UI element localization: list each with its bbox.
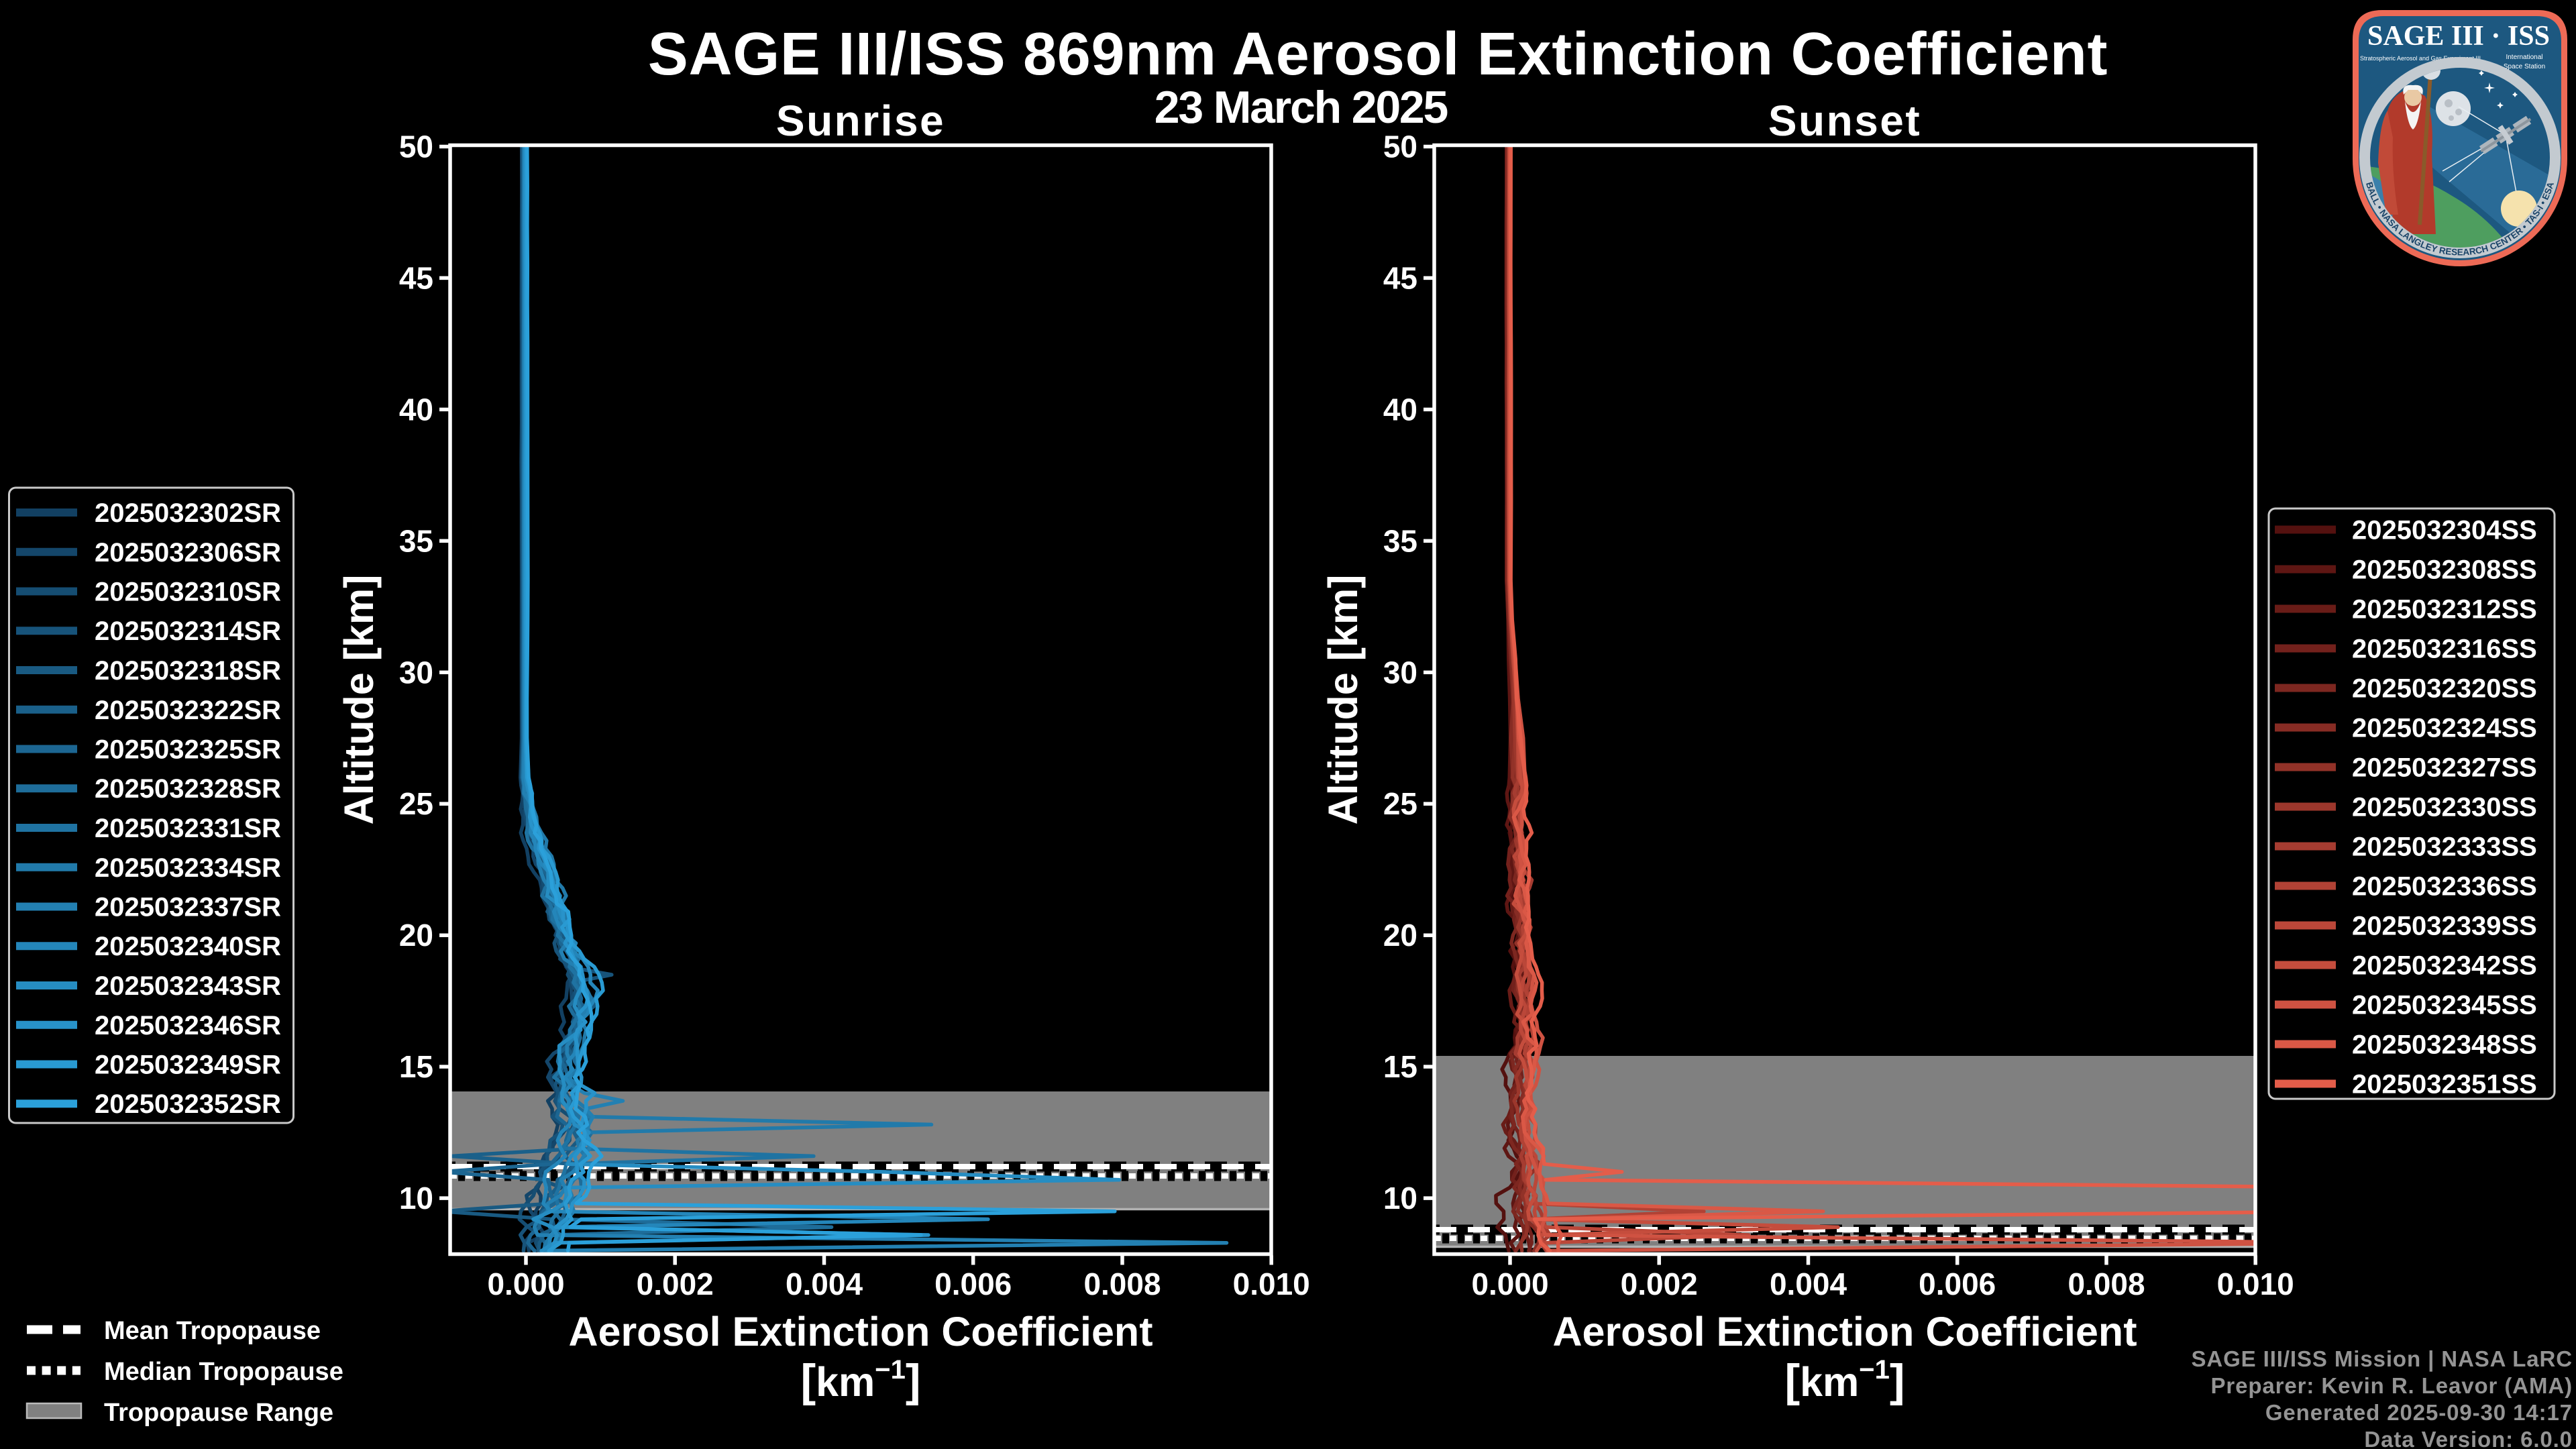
svg-text:2025032316SS: 2025032316SS bbox=[2352, 635, 2537, 664]
svg-text:2025032336SS: 2025032336SS bbox=[2352, 872, 2537, 902]
svg-text:2025032352SR: 2025032352SR bbox=[95, 1089, 281, 1119]
svg-text:25: 25 bbox=[399, 786, 433, 821]
svg-text:International: International bbox=[2506, 54, 2542, 61]
svg-text:Median Tropopause: Median Tropopause bbox=[104, 1358, 343, 1386]
svg-text:Space Station: Space Station bbox=[2504, 63, 2545, 70]
svg-text:2025032348SS: 2025032348SS bbox=[2352, 1030, 2537, 1060]
svg-text:0.008: 0.008 bbox=[2068, 1267, 2145, 1301]
svg-text:2025032327SS: 2025032327SS bbox=[2352, 753, 2537, 783]
svg-text:2025032302SR: 2025032302SR bbox=[95, 498, 281, 528]
svg-text:0.008: 0.008 bbox=[1083, 1267, 1161, 1301]
svg-text:20: 20 bbox=[1383, 918, 1417, 953]
svg-text:0.004: 0.004 bbox=[1770, 1267, 1847, 1301]
svg-text:Sunrise: Sunrise bbox=[776, 97, 945, 145]
svg-text:2025032310SR: 2025032310SR bbox=[95, 578, 281, 607]
svg-text:Altitude [km]: Altitude [km] bbox=[336, 575, 382, 825]
svg-text:2025032342SS: 2025032342SS bbox=[2352, 951, 2537, 981]
svg-text:2025032322SR: 2025032322SR bbox=[95, 696, 281, 725]
svg-text:2025032340SR: 2025032340SR bbox=[95, 932, 281, 961]
svg-text:0.006: 0.006 bbox=[1919, 1267, 1996, 1301]
svg-text:2025032308SS: 2025032308SS bbox=[2352, 555, 2537, 585]
svg-text:2025032325SR: 2025032325SR bbox=[95, 735, 281, 765]
svg-text:2025032339SS: 2025032339SS bbox=[2352, 912, 2537, 941]
svg-text:35: 35 bbox=[399, 523, 433, 558]
svg-text:0.010: 0.010 bbox=[1233, 1267, 1310, 1301]
svg-text:2025032312SS: 2025032312SS bbox=[2352, 595, 2537, 625]
svg-text:2025032334SR: 2025032334SR bbox=[95, 853, 281, 883]
svg-text:Aerosol Extinction Coefficient: Aerosol Extinction Coefficient bbox=[568, 1309, 1152, 1354]
svg-text:2025032328SR: 2025032328SR bbox=[95, 774, 281, 804]
svg-text:45: 45 bbox=[1383, 260, 1417, 295]
svg-text:15: 15 bbox=[399, 1049, 433, 1084]
svg-text:30: 30 bbox=[1383, 655, 1417, 690]
svg-text:2025032320SS: 2025032320SS bbox=[2352, 674, 2537, 704]
svg-text:2025032324SS: 2025032324SS bbox=[2352, 714, 2537, 743]
svg-text:Generated 2025-09-30 14:17: Generated 2025-09-30 14:17 bbox=[2265, 1400, 2573, 1425]
svg-text:40: 40 bbox=[399, 392, 433, 427]
svg-text:Mean Tropopause: Mean Tropopause bbox=[104, 1317, 321, 1345]
svg-text:50: 50 bbox=[399, 129, 433, 164]
svg-text:0.006: 0.006 bbox=[934, 1267, 1012, 1301]
svg-text:0.004: 0.004 bbox=[786, 1267, 863, 1301]
svg-text:2025032318SR: 2025032318SR bbox=[95, 656, 281, 686]
svg-text:2025032304SS: 2025032304SS bbox=[2352, 516, 2537, 545]
svg-text:2025032330SS: 2025032330SS bbox=[2352, 793, 2537, 822]
svg-text:Altitude [km]: Altitude [km] bbox=[1320, 575, 1366, 825]
svg-text:20: 20 bbox=[399, 918, 433, 953]
svg-text:2025032306SR: 2025032306SR bbox=[95, 538, 281, 568]
svg-text:2025032337SR: 2025032337SR bbox=[95, 893, 281, 922]
svg-text:10: 10 bbox=[1383, 1181, 1417, 1216]
svg-text:2025032346SR: 2025032346SR bbox=[95, 1011, 281, 1040]
svg-text:50: 50 bbox=[1383, 129, 1417, 164]
svg-text:0.010: 0.010 bbox=[2217, 1267, 2294, 1301]
svg-text:15: 15 bbox=[1383, 1049, 1417, 1084]
svg-text:35: 35 bbox=[1383, 523, 1417, 558]
svg-text:0.002: 0.002 bbox=[637, 1267, 714, 1301]
svg-text:Sunset: Sunset bbox=[1768, 97, 1921, 145]
svg-text:Aerosol Extinction Coefficient: Aerosol Extinction Coefficient bbox=[1552, 1309, 2137, 1354]
svg-text:2025032345SS: 2025032345SS bbox=[2352, 991, 2537, 1020]
svg-text:2025032351SS: 2025032351SS bbox=[2352, 1070, 2537, 1099]
svg-text:0.000: 0.000 bbox=[487, 1267, 564, 1301]
svg-text:Data Version: 6.0.0: Data Version: 6.0.0 bbox=[2364, 1427, 2573, 1449]
svg-text:25: 25 bbox=[1383, 786, 1417, 821]
svg-text:Tropopause Range: Tropopause Range bbox=[104, 1399, 333, 1427]
svg-text:2025032331SR: 2025032331SR bbox=[95, 814, 281, 843]
svg-text:10: 10 bbox=[399, 1181, 433, 1216]
svg-text:0.002: 0.002 bbox=[1621, 1267, 1698, 1301]
svg-text:2025032349SR: 2025032349SR bbox=[95, 1051, 281, 1080]
svg-text:23 March 2025: 23 March 2025 bbox=[1155, 82, 1448, 133]
svg-text:2025032333SS: 2025032333SS bbox=[2352, 833, 2537, 862]
svg-text:Stratospheric Aerosol and Gas: Stratospheric Aerosol and Gas Experiment… bbox=[2360, 55, 2481, 62]
svg-text:40: 40 bbox=[1383, 392, 1417, 427]
svg-text:45: 45 bbox=[399, 260, 433, 295]
svg-text:2025032343SR: 2025032343SR bbox=[95, 971, 281, 1001]
svg-text:Preparer: Kevin R. Leavor (AMA: Preparer: Kevin R. Leavor (AMA) bbox=[2210, 1373, 2573, 1398]
svg-text:0.000: 0.000 bbox=[1471, 1267, 1548, 1301]
svg-text:SAGE III/ISS Mission | NASA La: SAGE III/ISS Mission | NASA LaRC bbox=[2191, 1346, 2573, 1371]
svg-text:SAGE III · ISS: SAGE III · ISS bbox=[2367, 21, 2550, 52]
svg-text:SAGE III/ISS 869nm Aerosol Ext: SAGE III/ISS 869nm Aerosol Extinction Co… bbox=[648, 21, 2108, 88]
svg-text:2025032314SR: 2025032314SR bbox=[95, 616, 281, 646]
svg-text:30: 30 bbox=[399, 655, 433, 690]
